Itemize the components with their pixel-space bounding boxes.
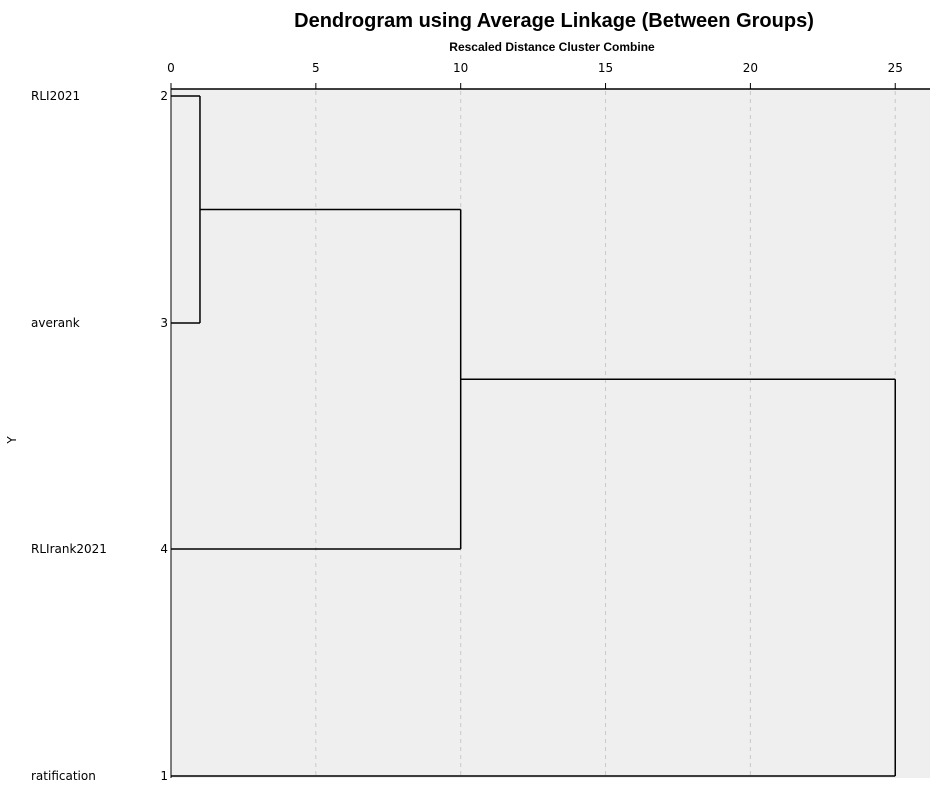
chart-subtitle: Rescaled Distance Cluster Combine bbox=[449, 40, 655, 54]
grid-lines bbox=[315, 91, 896, 778]
dendrogram-tree bbox=[171, 95, 896, 777]
case-labels: RLI2021 2 averank 3 RLIrank2021 4 ratification… bbox=[31, 89, 168, 783]
x-tick-label: 15 bbox=[598, 61, 613, 75]
axis-lines bbox=[170, 88, 930, 778]
plot-area bbox=[171, 89, 930, 778]
y-axis-label: Y bbox=[5, 436, 19, 445]
case-label: averank bbox=[31, 316, 80, 330]
x-tick-label: 5 bbox=[312, 61, 320, 75]
case-label: ratification bbox=[31, 769, 96, 783]
case-number: 3 bbox=[160, 316, 168, 330]
x-tick-label: 0 bbox=[167, 61, 175, 75]
x-tick-label: 10 bbox=[453, 61, 468, 75]
case-label: RLI2021 bbox=[31, 89, 80, 103]
chart-title: Dendrogram using Average Linkage (Betwee… bbox=[294, 10, 814, 32]
case-label: RLIrank2021 bbox=[31, 542, 107, 556]
case-number: 1 bbox=[160, 769, 168, 783]
x-axis-ticks: 0 5 10 15 20 25 bbox=[167, 61, 903, 89]
x-tick-label: 20 bbox=[743, 61, 758, 75]
case-number: 4 bbox=[160, 542, 168, 556]
case-number: 2 bbox=[160, 89, 168, 103]
x-tick-label: 25 bbox=[888, 61, 903, 75]
